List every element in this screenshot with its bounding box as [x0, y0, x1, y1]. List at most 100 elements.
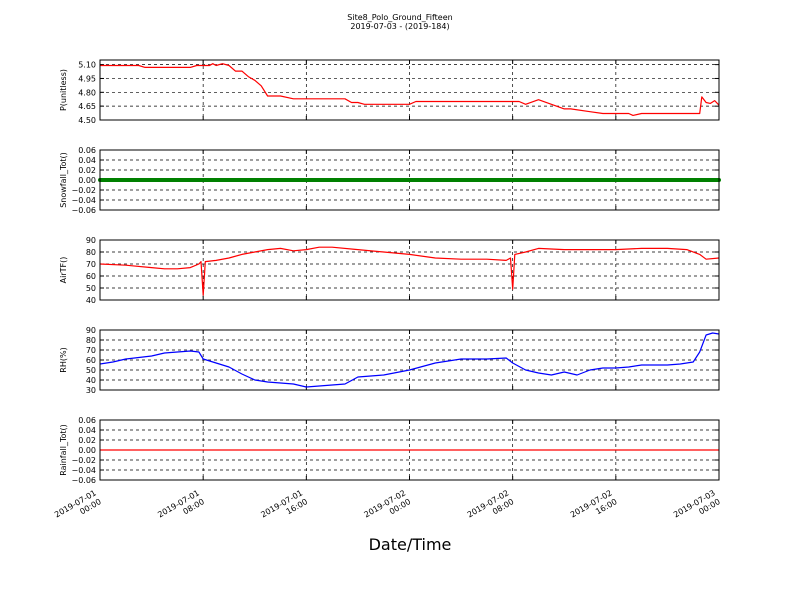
series-point	[392, 178, 396, 182]
series-point	[416, 178, 421, 182]
series-point	[472, 178, 477, 182]
series-point	[528, 178, 533, 182]
series-point	[268, 178, 273, 182]
series-point	[190, 178, 195, 182]
series-point	[645, 178, 650, 182]
y-tick-label: 0.00	[78, 176, 96, 185]
series-point	[426, 178, 431, 182]
series-point	[503, 178, 508, 182]
y-tick-label: −0.04	[71, 466, 96, 475]
series-point	[432, 178, 437, 182]
series-point	[500, 178, 505, 182]
series-point	[419, 178, 424, 182]
y-tick-label: 4.80	[78, 88, 96, 97]
y-tick-label: 5.10	[78, 61, 96, 70]
series-point	[122, 178, 127, 182]
subplot-1: 5.10 4.95 4.80 4.65 4.50 P(unitless)	[59, 59, 720, 125]
series-point	[231, 178, 236, 182]
series-point	[580, 178, 585, 182]
series-point	[101, 178, 106, 182]
series-point	[113, 178, 118, 182]
y-tick-label: −0.02	[71, 456, 96, 465]
series-point	[518, 178, 523, 182]
y-tick-label: 40	[86, 296, 96, 305]
x-axis-label: Date/Time	[369, 535, 452, 554]
series-point	[280, 178, 285, 182]
y-tick-label: 50	[86, 284, 96, 293]
y-tick-label: −0.06	[71, 476, 96, 485]
y-tick-label: −0.06	[71, 206, 96, 215]
series-point	[543, 178, 548, 182]
series-point	[299, 178, 304, 182]
series-point	[320, 178, 325, 182]
series-point	[556, 178, 561, 182]
series-point	[481, 178, 486, 182]
series-point	[460, 178, 465, 182]
series-point	[692, 178, 697, 182]
series-point	[197, 178, 201, 182]
series-point	[429, 178, 434, 182]
y-tick-label: 4.65	[78, 102, 96, 111]
series-point	[237, 178, 242, 182]
series-point	[636, 178, 641, 182]
y-tick-label: 0.06	[78, 146, 96, 155]
series-point	[484, 178, 489, 182]
y-tick-label: −0.02	[71, 186, 96, 195]
y-tick-label: 50	[86, 366, 96, 375]
subplot-panels: 5.104.954.804.654.50P(unitless)0.060.040…	[59, 59, 721, 485]
series-point	[209, 178, 214, 182]
series-point	[435, 178, 440, 182]
y-tick-label: 4.50	[78, 116, 96, 125]
series-point	[274, 178, 279, 182]
series-point	[676, 178, 681, 182]
series-point	[354, 178, 359, 182]
series-point	[630, 178, 635, 182]
series-point	[466, 178, 471, 182]
y-tick-label: 90	[86, 236, 96, 245]
series-point	[271, 178, 276, 182]
series-point	[450, 178, 455, 182]
series-point	[704, 178, 709, 182]
series-point	[358, 178, 362, 182]
series-point	[351, 178, 356, 182]
series-point	[367, 178, 372, 182]
series-point	[132, 178, 136, 182]
series-point	[119, 178, 124, 182]
series-point	[178, 178, 183, 182]
y-tick-label: 70	[86, 346, 96, 355]
series-point	[370, 178, 375, 182]
series-point	[147, 178, 152, 182]
series-point	[463, 178, 468, 182]
series-point	[388, 178, 393, 182]
series-point	[565, 178, 570, 182]
series-point	[642, 178, 647, 182]
series-point	[633, 178, 638, 182]
series-point	[648, 178, 653, 182]
series-point	[193, 178, 198, 182]
series-point	[549, 178, 554, 182]
series-point	[661, 178, 666, 182]
series-point	[333, 178, 338, 182]
series-point	[568, 178, 573, 182]
series-point	[203, 178, 208, 182]
axes-frame	[99, 59, 720, 121]
series-point	[302, 178, 307, 182]
y-tick-label: 0.04	[78, 156, 96, 165]
series-point	[330, 178, 335, 182]
series-point	[110, 178, 115, 182]
series-point	[172, 178, 177, 182]
y-tick-label: 4.95	[78, 74, 96, 83]
series-point	[184, 178, 189, 182]
series-point	[444, 178, 449, 182]
series-point	[153, 178, 158, 182]
series-point	[670, 178, 675, 182]
series-point	[515, 178, 520, 182]
series-point	[559, 178, 564, 182]
series-point	[618, 178, 622, 182]
series-point	[181, 178, 186, 182]
series-point	[710, 178, 715, 182]
series-point	[156, 178, 161, 182]
series-point	[413, 178, 418, 182]
y-axis-label: Rainfall_Tot()	[59, 424, 68, 476]
